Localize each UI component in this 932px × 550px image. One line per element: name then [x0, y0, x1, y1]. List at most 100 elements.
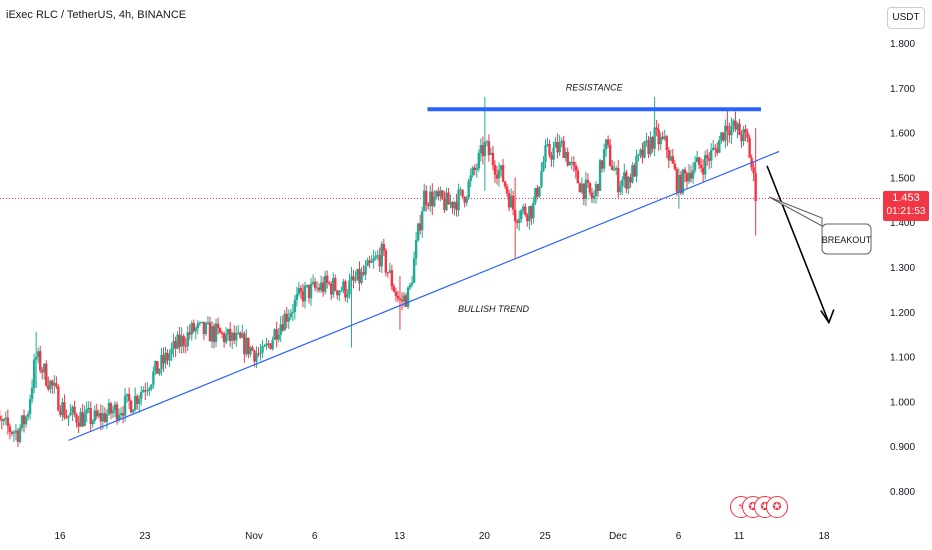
- candle-body: [406, 287, 410, 307]
- candle-body: [483, 141, 487, 157]
- candle-body: [348, 280, 351, 295]
- candle-body: [259, 352, 262, 354]
- candle-body: [119, 413, 123, 415]
- candle-body: [404, 295, 408, 307]
- candle-body: [32, 359, 36, 388]
- candle-body: [6, 417, 10, 427]
- us-flag-event-icon-3[interactable]: ✪: [766, 496, 788, 518]
- candle-body: [49, 380, 52, 390]
- candle-body: [358, 269, 361, 283]
- candle-body: [253, 350, 256, 362]
- candle-body: [639, 149, 642, 155]
- candle-body: [673, 163, 677, 170]
- symbol-title[interactable]: iExec RLC / TetherUS, 4h, BINANCE: [6, 9, 187, 21]
- candle-body: [665, 136, 668, 151]
- candle-body: [548, 143, 551, 156]
- y-tick-label: 1.700: [890, 84, 915, 95]
- candle-body: [455, 202, 458, 211]
- candle-body: [150, 384, 153, 389]
- candle-body: [249, 347, 252, 355]
- bar-countdown: 01:21:53: [886, 206, 926, 217]
- candle-body: [338, 290, 341, 296]
- candle-body: [129, 400, 133, 413]
- candle-body: [594, 183, 598, 196]
- candle-body: [586, 179, 590, 183]
- candle-body: [174, 341, 177, 349]
- candle-body: [152, 371, 155, 385]
- candle-body: [431, 191, 434, 207]
- candle-body: [218, 328, 222, 333]
- candle-body: [734, 120, 737, 130]
- candle-body: [99, 413, 103, 422]
- candle-body: [566, 151, 569, 166]
- candle-body: [176, 334, 179, 349]
- candle-body: [376, 255, 379, 257]
- candle-body: [55, 383, 58, 387]
- candle-body: [51, 380, 54, 386]
- candle-body: [224, 334, 228, 343]
- candle-body: [71, 406, 74, 413]
- candle-body: [362, 272, 365, 275]
- candle-body: [469, 175, 472, 182]
- candle-body: [398, 298, 402, 300]
- candle-body: [105, 414, 109, 422]
- candle-body: [65, 417, 68, 419]
- currency-button[interactable]: USDT: [887, 7, 925, 29]
- candle-body: [679, 174, 683, 194]
- candle-body: [182, 335, 185, 346]
- candle-body: [621, 179, 624, 187]
- candle-body: [509, 195, 513, 208]
- candle-body: [493, 165, 497, 175]
- x-tick-label: 13: [394, 531, 406, 542]
- candle-body: [659, 136, 662, 145]
- candle-body: [457, 189, 460, 211]
- candle-body: [269, 343, 272, 349]
- candle-body: [323, 275, 327, 292]
- candle-body: [522, 206, 525, 211]
- candle-body: [705, 155, 709, 159]
- candle-body: [423, 190, 426, 212]
- candle-body: [103, 413, 107, 422]
- candle-body: [117, 414, 121, 420]
- candle-body: [505, 186, 509, 194]
- candle-body: [67, 415, 70, 418]
- candle-body: [477, 153, 480, 169]
- candle-body: [528, 206, 531, 222]
- candle-body: [732, 120, 735, 126]
- candle-body: [637, 154, 640, 157]
- candle-body: [720, 132, 723, 141]
- candle-body: [382, 243, 385, 251]
- candle-body: [661, 136, 664, 139]
- candle-body: [261, 346, 264, 353]
- candle-body: [623, 172, 626, 180]
- candle-body: [313, 281, 317, 288]
- candle-body: [590, 192, 594, 199]
- candle-body: [513, 209, 517, 222]
- breakout-callout: [821, 223, 872, 255]
- candle-body: [507, 193, 511, 208]
- candle-body: [91, 421, 94, 425]
- candle-body: [657, 129, 660, 145]
- candle-body: [485, 141, 489, 143]
- candle-body: [643, 141, 646, 158]
- candle-body: [491, 152, 495, 166]
- candle-body: [479, 145, 483, 154]
- candle-body: [669, 156, 672, 161]
- candle-body: [237, 332, 240, 334]
- candle-body: [687, 172, 691, 182]
- x-tick-label: 25: [540, 531, 552, 542]
- candle-body: [530, 206, 533, 219]
- candle-body: [416, 223, 420, 241]
- candle-body: [43, 363, 46, 373]
- arrow-head: [820, 309, 835, 325]
- candle-body: [330, 283, 333, 295]
- candle-body: [378, 255, 381, 267]
- candle-body: [372, 258, 375, 262]
- candle-body: [608, 144, 612, 166]
- candles-layer: [0, 96, 757, 447]
- candle-body: [75, 414, 78, 423]
- candle-body: [364, 265, 367, 275]
- candle-body: [245, 337, 248, 355]
